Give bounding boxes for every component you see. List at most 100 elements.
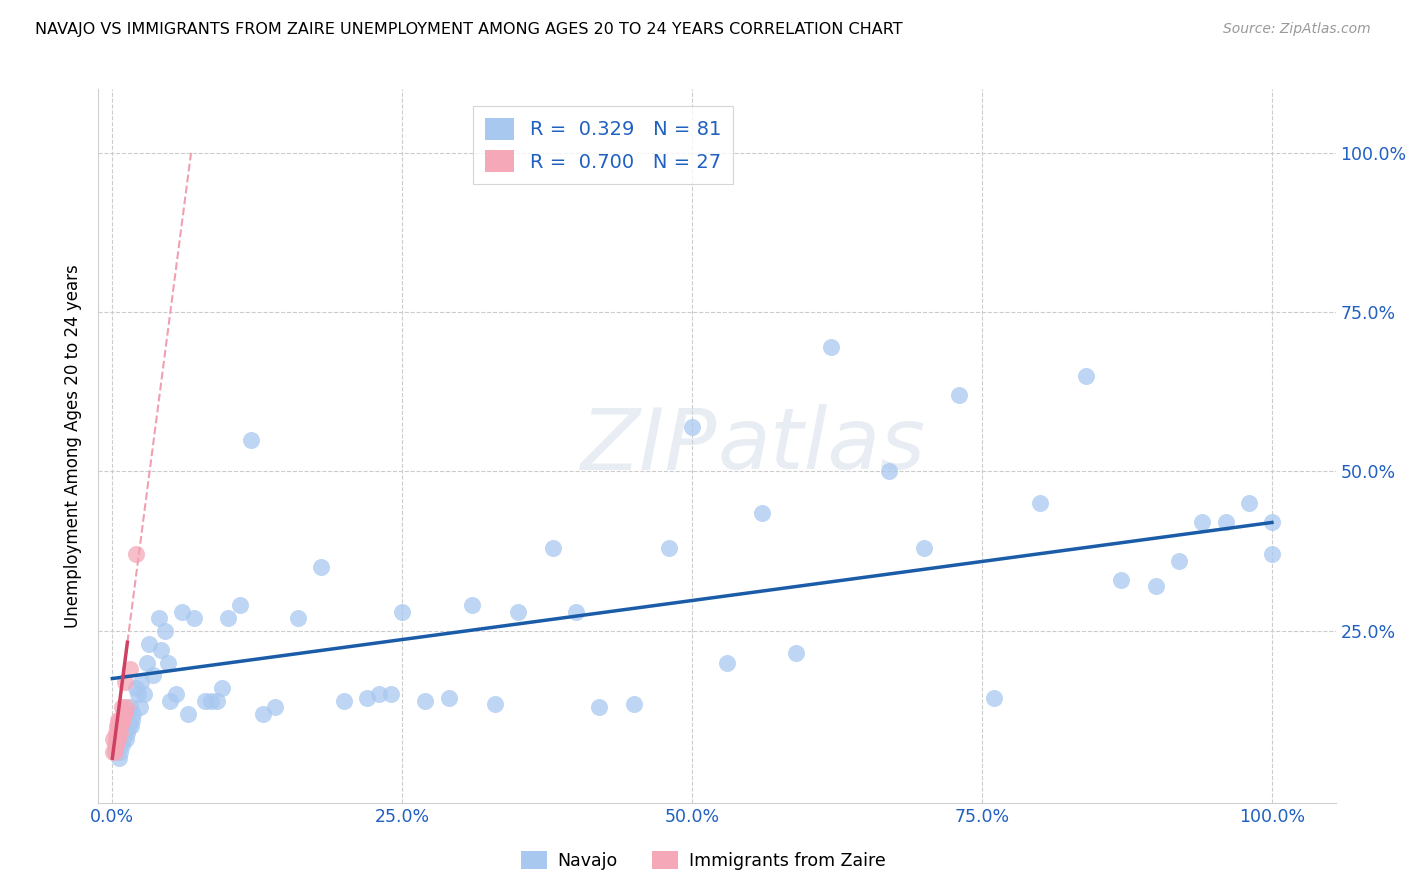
Point xyxy=(623,697,645,711)
Point xyxy=(103,745,125,759)
Point xyxy=(948,388,970,402)
Point xyxy=(877,465,900,479)
Point xyxy=(142,668,165,682)
Point xyxy=(461,599,484,613)
Point xyxy=(124,681,146,695)
Point xyxy=(156,656,179,670)
Point xyxy=(115,732,138,747)
Text: atlas: atlas xyxy=(717,404,925,488)
Point xyxy=(148,611,170,625)
Point xyxy=(484,697,506,711)
Point xyxy=(1109,573,1132,587)
Point xyxy=(1215,516,1237,530)
Point xyxy=(820,340,842,354)
Point xyxy=(415,694,437,708)
Point xyxy=(107,732,129,747)
Point xyxy=(111,713,134,727)
Point xyxy=(108,719,131,733)
Point xyxy=(107,719,129,733)
Point xyxy=(1029,496,1052,510)
Point xyxy=(124,547,146,561)
Point xyxy=(1261,516,1284,530)
Point xyxy=(541,541,564,555)
Point xyxy=(194,694,217,708)
Text: Source: ZipAtlas.com: Source: ZipAtlas.com xyxy=(1223,22,1371,37)
Point xyxy=(104,739,127,753)
Point xyxy=(153,624,176,638)
Point xyxy=(716,656,738,670)
Point xyxy=(183,611,205,625)
Point xyxy=(177,706,200,721)
Point xyxy=(118,662,141,676)
Point xyxy=(110,719,132,733)
Point xyxy=(200,694,222,708)
Point xyxy=(138,636,160,650)
Point xyxy=(112,706,135,721)
Text: ZIP: ZIP xyxy=(581,404,717,488)
Point xyxy=(211,681,233,695)
Point xyxy=(115,700,138,714)
Point xyxy=(1191,516,1213,530)
Point xyxy=(170,605,193,619)
Legend: Navajo, Immigrants from Zaire: Navajo, Immigrants from Zaire xyxy=(512,843,894,879)
Point xyxy=(132,688,155,702)
Point xyxy=(263,700,285,714)
Point xyxy=(1261,547,1284,561)
Point xyxy=(108,751,131,765)
Point xyxy=(159,694,181,708)
Point xyxy=(112,706,135,721)
Point xyxy=(165,688,187,702)
Point xyxy=(120,719,142,733)
Point xyxy=(983,690,1005,705)
Y-axis label: Unemployment Among Ages 20 to 24 years: Unemployment Among Ages 20 to 24 years xyxy=(63,264,82,628)
Point xyxy=(252,706,274,721)
Point xyxy=(110,700,132,714)
Point xyxy=(229,599,252,613)
Point xyxy=(107,719,129,733)
Point xyxy=(1168,554,1191,568)
Point xyxy=(287,611,309,625)
Point xyxy=(356,690,378,705)
Point xyxy=(103,732,125,747)
Point xyxy=(508,605,530,619)
Point xyxy=(110,739,132,753)
Point xyxy=(785,646,807,660)
Point xyxy=(131,674,153,689)
Point xyxy=(114,719,136,733)
Point xyxy=(205,694,228,708)
Point xyxy=(1144,579,1167,593)
Point xyxy=(217,611,239,625)
Point xyxy=(105,719,128,733)
Point xyxy=(150,643,173,657)
Point xyxy=(104,732,127,747)
Point xyxy=(391,605,413,619)
Point xyxy=(588,700,610,714)
Point xyxy=(108,713,131,727)
Point xyxy=(751,506,773,520)
Point xyxy=(117,719,139,733)
Point xyxy=(117,725,139,739)
Point xyxy=(107,725,129,739)
Legend: R =  0.329   N = 81, R =  0.700   N = 27: R = 0.329 N = 81, R = 0.700 N = 27 xyxy=(474,106,733,184)
Point xyxy=(112,725,135,739)
Point xyxy=(121,713,143,727)
Point xyxy=(104,739,127,753)
Point xyxy=(110,713,132,727)
Point xyxy=(104,725,127,739)
Point xyxy=(107,713,129,727)
Point xyxy=(1237,496,1260,510)
Point xyxy=(114,674,136,689)
Point xyxy=(912,541,935,555)
Point xyxy=(565,605,588,619)
Point xyxy=(658,541,681,555)
Point xyxy=(104,745,127,759)
Point xyxy=(111,732,134,747)
Point xyxy=(110,725,132,739)
Point xyxy=(240,433,263,447)
Point xyxy=(110,745,132,759)
Point xyxy=(1076,368,1098,383)
Text: NAVAJO VS IMMIGRANTS FROM ZAIRE UNEMPLOYMENT AMONG AGES 20 TO 24 YEARS CORRELATI: NAVAJO VS IMMIGRANTS FROM ZAIRE UNEMPLOY… xyxy=(35,22,903,37)
Point xyxy=(127,688,149,702)
Point xyxy=(129,700,152,714)
Point xyxy=(118,700,141,714)
